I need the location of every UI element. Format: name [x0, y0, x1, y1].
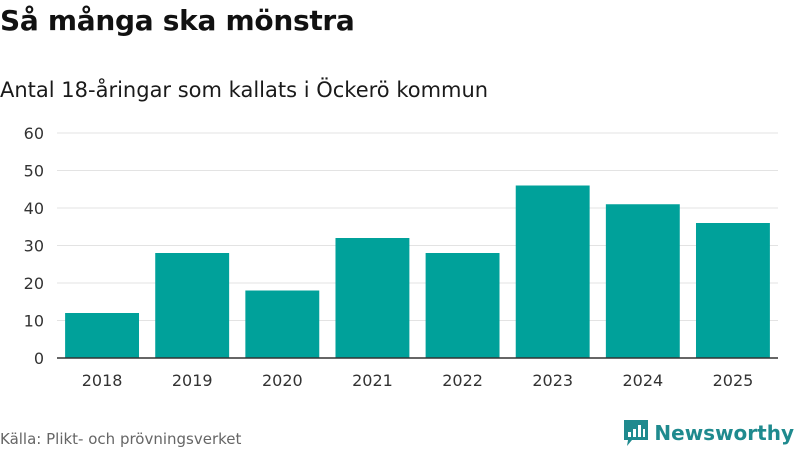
y-tick-label: 0 — [34, 349, 44, 368]
x-tick-label: 2021 — [352, 371, 393, 390]
bar — [245, 290, 320, 358]
y-tick-label: 10 — [24, 312, 44, 331]
x-tick-label: 2024 — [622, 371, 663, 390]
x-tick-label: 2023 — [532, 371, 573, 390]
brand: Newsworthy — [624, 420, 794, 446]
y-tick-label: 30 — [24, 237, 44, 256]
chart-subtitle: Antal 18-åringar som kallats i Öckerö ko… — [0, 78, 489, 102]
x-tick-label: 2020 — [262, 371, 303, 390]
bar — [65, 313, 140, 358]
bar — [515, 185, 590, 358]
y-tick-label: 60 — [24, 124, 44, 143]
y-tick-label: 50 — [24, 162, 44, 181]
x-tick-label: 2025 — [713, 371, 754, 390]
newsworthy-logo-icon — [624, 420, 649, 446]
bar — [695, 223, 770, 358]
source-note: Källa: Plikt- och prövningsverket — [0, 430, 242, 448]
x-tick-label: 2018 — [82, 371, 123, 390]
chart-title: Så många ska mönstra — [0, 4, 355, 37]
bar — [155, 253, 230, 358]
bar — [335, 238, 410, 358]
bar — [425, 253, 500, 358]
x-tick-label: 2022 — [442, 371, 483, 390]
bar — [605, 204, 680, 358]
y-tick-label: 20 — [24, 274, 44, 293]
brand-name: Newsworthy — [654, 421, 794, 445]
x-tick-label: 2019 — [172, 371, 213, 390]
y-tick-label: 40 — [24, 199, 44, 218]
